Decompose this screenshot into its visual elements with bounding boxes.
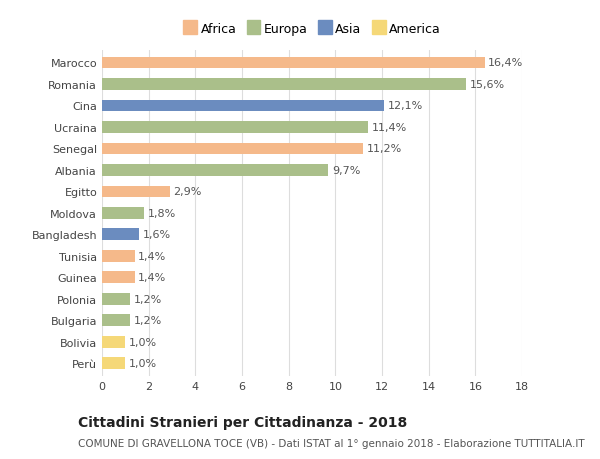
Text: 1,6%: 1,6% — [143, 230, 171, 240]
Bar — [102, 315, 130, 326]
Text: 1,2%: 1,2% — [133, 316, 162, 325]
Bar — [102, 101, 385, 112]
Bar — [102, 122, 368, 134]
Text: 1,2%: 1,2% — [133, 294, 162, 304]
Bar — [102, 186, 170, 198]
Bar — [102, 251, 134, 262]
Legend: Africa, Europa, Asia, America: Africa, Europa, Asia, America — [181, 21, 443, 39]
Text: 1,0%: 1,0% — [129, 358, 157, 369]
Text: 1,0%: 1,0% — [129, 337, 157, 347]
Bar — [102, 229, 139, 241]
Bar — [102, 79, 466, 91]
Text: 15,6%: 15,6% — [470, 80, 505, 90]
Text: 11,4%: 11,4% — [371, 123, 407, 133]
Text: Cittadini Stranieri per Cittadinanza - 2018: Cittadini Stranieri per Cittadinanza - 2… — [78, 415, 407, 429]
Text: 1,4%: 1,4% — [138, 273, 166, 283]
Text: 11,2%: 11,2% — [367, 144, 402, 154]
Text: 16,4%: 16,4% — [488, 58, 523, 68]
Bar — [102, 336, 125, 348]
Text: 9,7%: 9,7% — [332, 166, 360, 175]
Bar — [102, 293, 130, 305]
Text: 12,1%: 12,1% — [388, 101, 423, 111]
Text: 1,8%: 1,8% — [148, 208, 176, 218]
Text: 2,9%: 2,9% — [173, 187, 202, 197]
Bar — [102, 165, 328, 176]
Bar — [102, 57, 485, 69]
Bar — [102, 358, 125, 369]
Bar — [102, 143, 364, 155]
Bar — [102, 272, 134, 284]
Text: COMUNE DI GRAVELLONA TOCE (VB) - Dati ISTAT al 1° gennaio 2018 - Elaborazione TU: COMUNE DI GRAVELLONA TOCE (VB) - Dati IS… — [78, 438, 584, 448]
Bar — [102, 207, 144, 219]
Text: 1,4%: 1,4% — [138, 252, 166, 261]
